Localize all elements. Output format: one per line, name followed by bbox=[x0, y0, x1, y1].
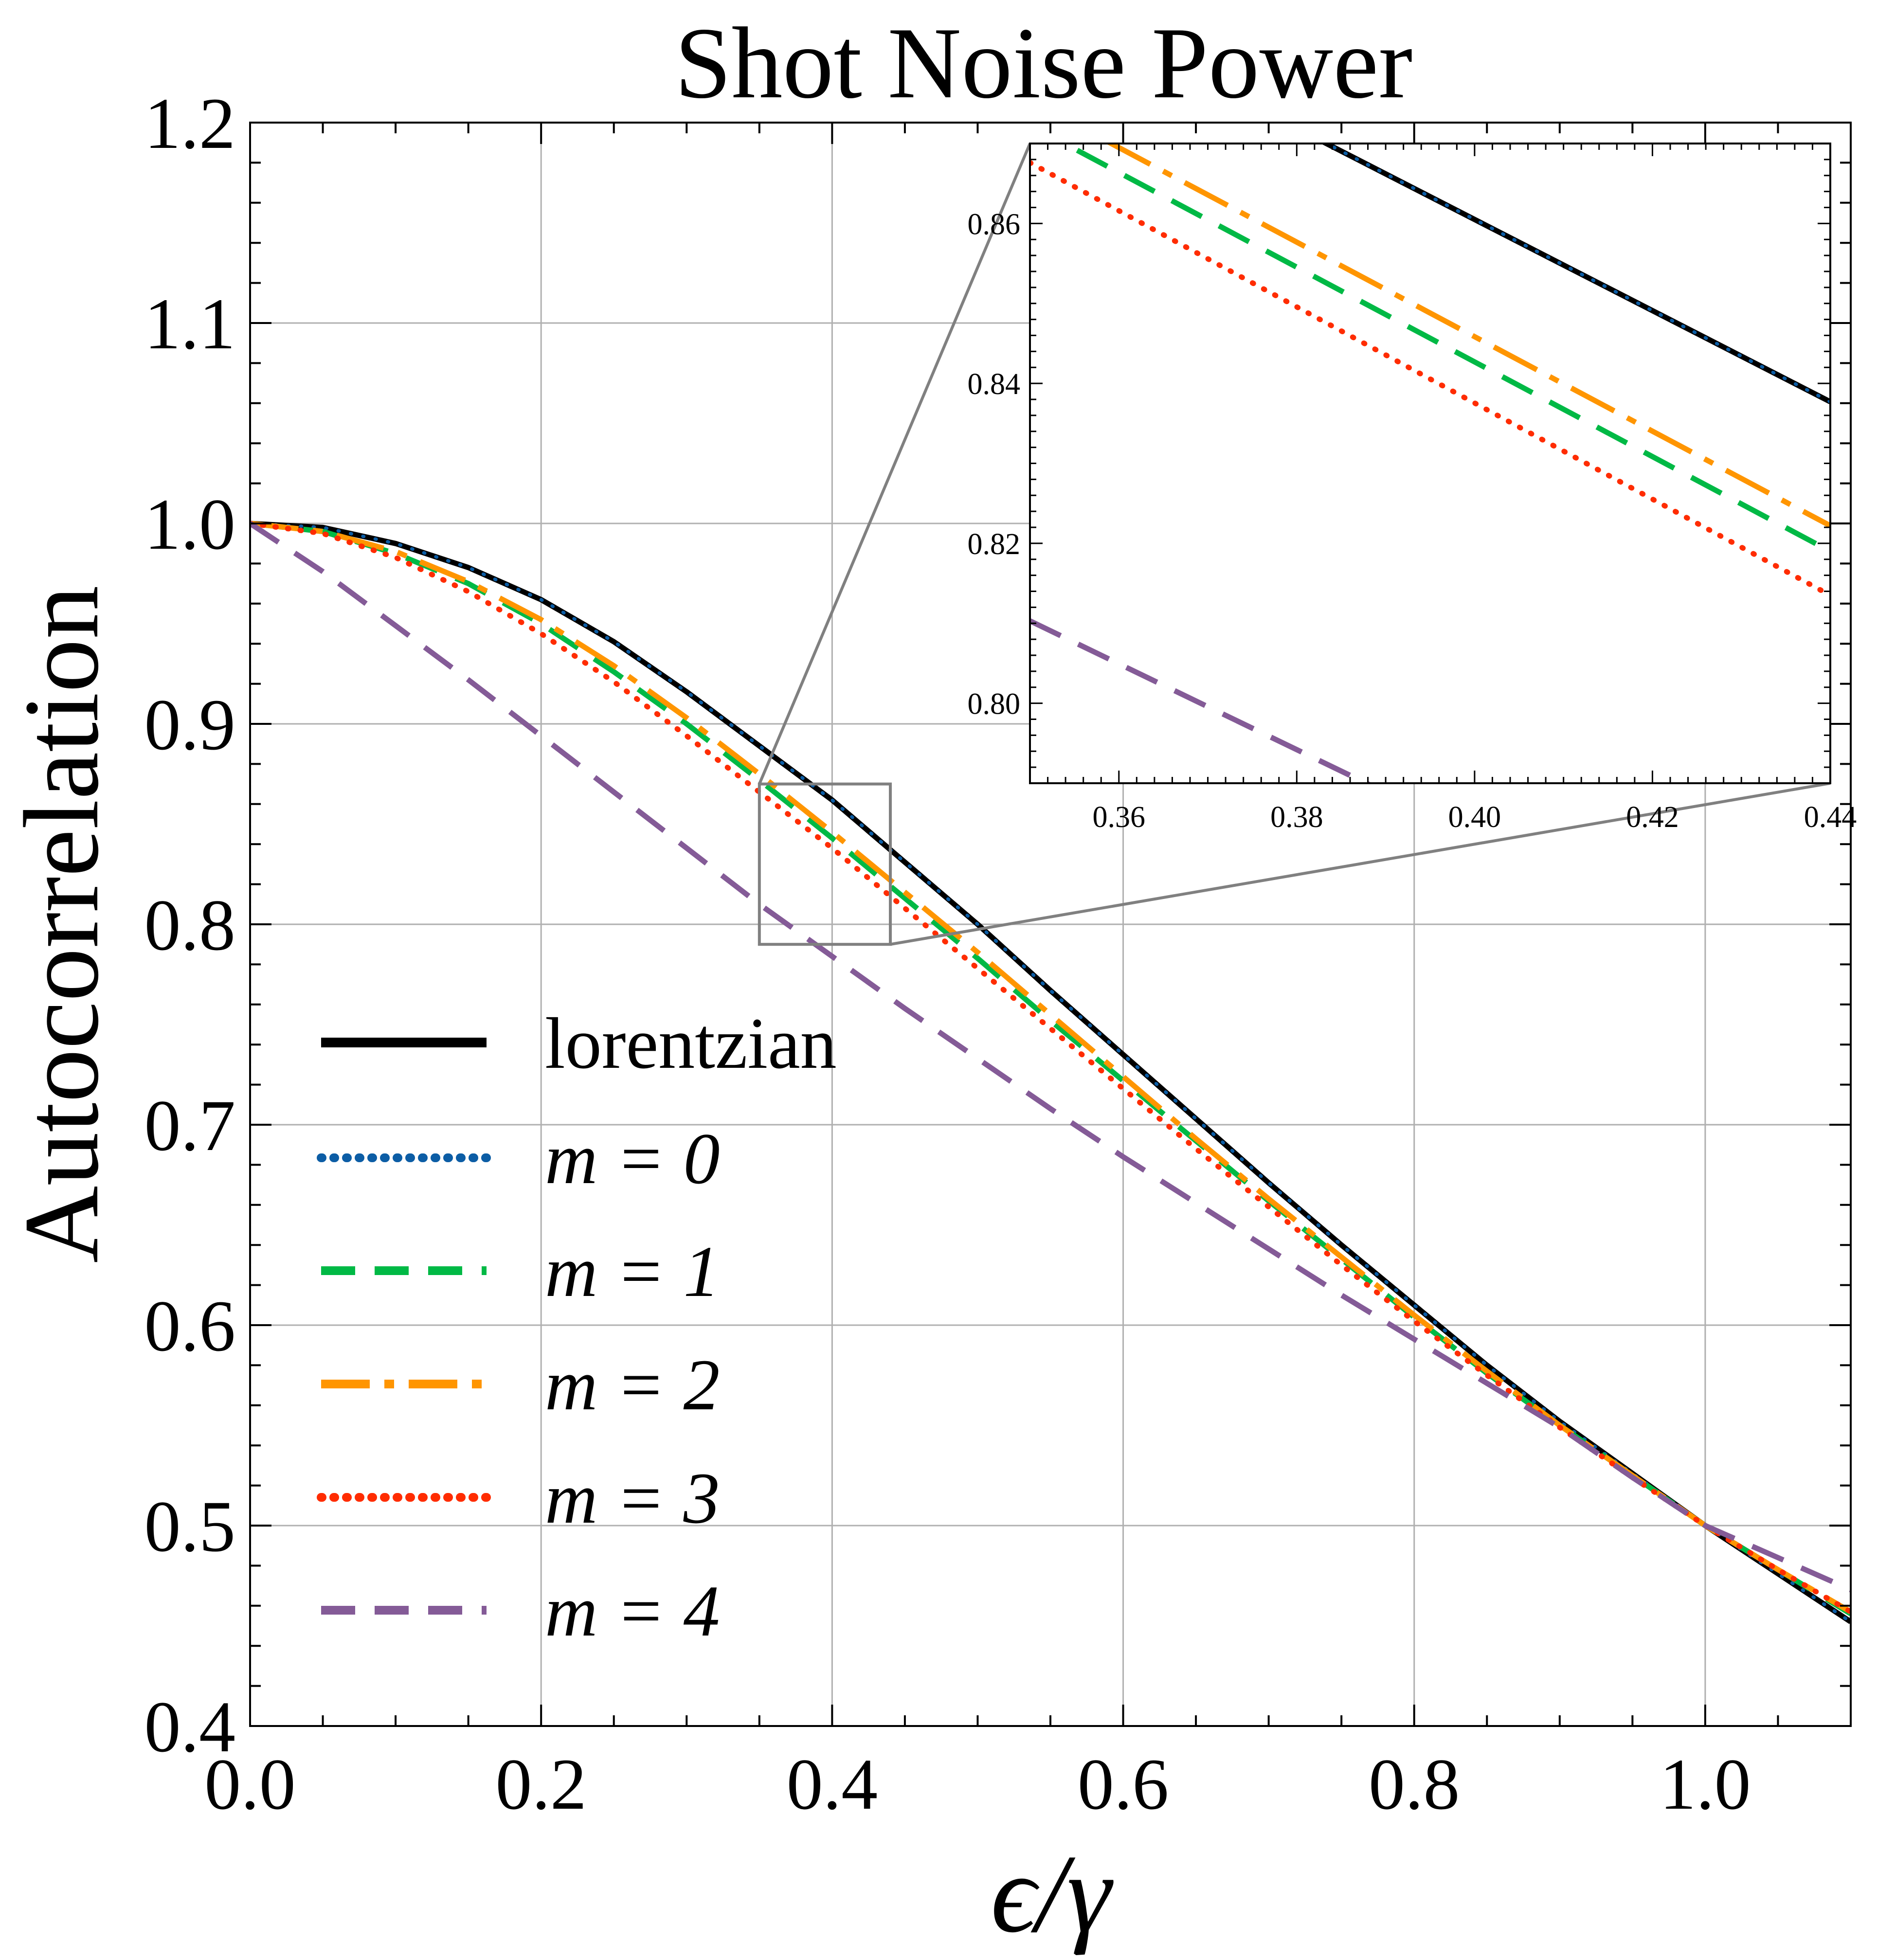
inset-axes: 0.36 0.38 0.40 0.42 0.44 0.80 0.82 0.84 0.86 bbox=[968, 143, 1857, 834]
inset-x-tick-label: 0.44 bbox=[1804, 801, 1857, 834]
y-tick-label: 1.0 bbox=[144, 484, 236, 565]
x-tick-label: 0.2 bbox=[495, 1744, 587, 1825]
inset-x-tick-label: 0.36 bbox=[1093, 801, 1146, 834]
series-line-m-4 bbox=[250, 521, 1851, 1592]
legend-label-m2: m = 2 bbox=[545, 1345, 720, 1425]
legend-label-m4: m = 4 bbox=[545, 1571, 720, 1652]
zoom-indicator bbox=[758, 143, 1831, 946]
legend: lorentzian m = 0 m = 1 m = 2 m = 3 m = 4 bbox=[317, 1003, 837, 1652]
main-series bbox=[250, 521, 1851, 1624]
inset-series-line-m-2 bbox=[1105, 144, 1830, 528]
x-tick-label: 1.0 bbox=[1660, 1744, 1751, 1825]
main-axes: 0.0 0.2 0.4 0.6 0.8 1.0 0.4 0.5 0.6 0.7 0.8 0.9 1.0 1… bbox=[144, 83, 1852, 1825]
zoom-connector-upper bbox=[758, 143, 1031, 785]
zoom-box bbox=[758, 782, 892, 946]
inset-series-line-m-1 bbox=[1059, 144, 1830, 554]
y-tick-label: 0.6 bbox=[144, 1286, 236, 1367]
x-tick-label: 0.8 bbox=[1369, 1744, 1460, 1825]
inset-background bbox=[1030, 144, 1830, 783]
x-tick-label: 0.0 bbox=[204, 1744, 296, 1825]
y-tick-label: 0.4 bbox=[144, 1687, 236, 1767]
y-tick-label: 0.5 bbox=[144, 1486, 236, 1567]
x-axis-label: ϵ/γ bbox=[991, 1832, 1114, 1956]
inset-series-line-lorentzian bbox=[1320, 144, 1830, 404]
inset-y-tick-label: 0.84 bbox=[968, 368, 1021, 401]
zoom-connector-lower bbox=[890, 782, 1831, 946]
y-axis-label: Autocorrelation bbox=[2, 586, 121, 1263]
y-tick-label: 0.9 bbox=[144, 684, 236, 765]
inset-x-tick-label: 0.38 bbox=[1270, 801, 1323, 834]
inset-series bbox=[1030, 144, 1830, 783]
inset-y-tick-label: 0.82 bbox=[968, 528, 1021, 561]
y-tick-label: 0.7 bbox=[144, 1085, 236, 1166]
series-line-m-3 bbox=[250, 521, 1851, 1615]
inset-x-tick-label: 0.42 bbox=[1626, 801, 1679, 834]
legend-label-lorentzian: lorentzian bbox=[545, 1003, 837, 1084]
series-line-m-0 bbox=[250, 521, 1851, 1624]
y-tick-label: 1.2 bbox=[144, 83, 236, 164]
chart-title: Shot Noise Power bbox=[675, 7, 1413, 120]
inset-chart: 0.36 0.38 0.40 0.42 0.44 0.80 0.82 0.84 0.86 bbox=[968, 143, 1857, 834]
inset-y-tick-label: 0.86 bbox=[968, 208, 1021, 241]
series-line-m-2 bbox=[250, 521, 1851, 1614]
y-tick-label: 1.1 bbox=[144, 284, 236, 364]
x-tick-label: 0.4 bbox=[787, 1744, 878, 1825]
inset-x-tick-label: 0.40 bbox=[1448, 801, 1501, 834]
legend-label-m3: m = 3 bbox=[545, 1458, 720, 1539]
inset-series-line-m-3 bbox=[1030, 160, 1830, 598]
legend-label-m1: m = 1 bbox=[545, 1231, 720, 1312]
inset-y-tick-label: 0.80 bbox=[968, 688, 1021, 721]
y-tick-label: 0.8 bbox=[144, 885, 236, 966]
x-tick-label: 0.6 bbox=[1078, 1744, 1169, 1825]
legend-label-m0: m = 0 bbox=[545, 1118, 720, 1199]
